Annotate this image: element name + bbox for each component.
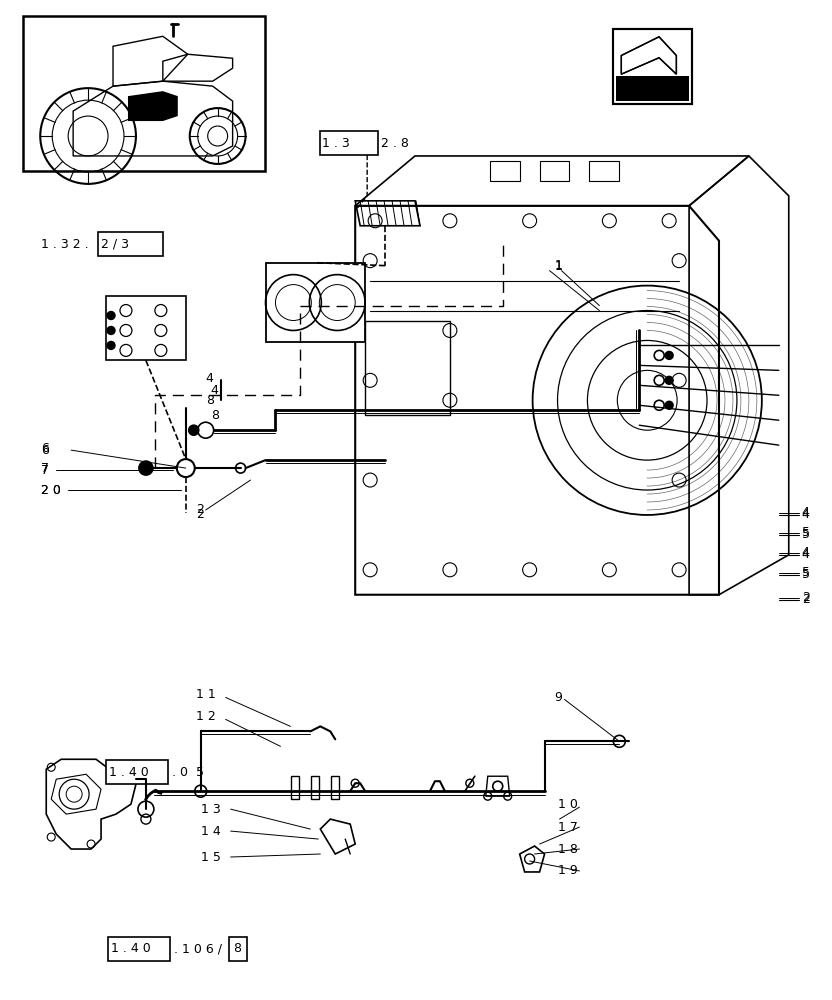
Text: 8: 8 — [206, 394, 214, 407]
Text: 1 . 3: 1 . 3 — [322, 137, 350, 150]
Text: 4: 4 — [802, 508, 810, 521]
Circle shape — [665, 351, 673, 359]
Text: 1 0: 1 0 — [557, 798, 577, 811]
Text: 2: 2 — [802, 593, 810, 606]
Bar — [229, 937, 246, 961]
Text: 1: 1 — [555, 260, 562, 273]
Text: 2: 2 — [196, 508, 204, 521]
Text: 1 . 4 0: 1 . 4 0 — [109, 766, 149, 779]
Text: 1 9: 1 9 — [557, 864, 577, 877]
Text: 1 2: 1 2 — [196, 710, 215, 723]
Text: . 1 0 6 /: . 1 0 6 / — [174, 942, 222, 955]
Bar — [320, 131, 378, 155]
Polygon shape — [128, 91, 178, 121]
Text: 5: 5 — [802, 568, 810, 581]
Bar — [490, 161, 520, 181]
Text: 2 . 8: 2 . 8 — [381, 137, 409, 150]
Text: 5: 5 — [196, 766, 204, 779]
Text: 2 / 3: 2 / 3 — [101, 237, 129, 250]
Text: 9: 9 — [555, 691, 562, 704]
Text: 5: 5 — [802, 528, 810, 541]
Bar — [589, 161, 619, 181]
Text: 1 5: 1 5 — [201, 851, 220, 864]
Text: 1: 1 — [555, 259, 562, 272]
Text: 4: 4 — [802, 506, 810, 519]
Polygon shape — [617, 76, 689, 101]
Text: 2 0: 2 0 — [42, 484, 61, 497]
Text: 1 . 3 2 .: 1 . 3 2 . — [42, 238, 89, 251]
Text: 4: 4 — [210, 384, 219, 397]
Circle shape — [107, 312, 115, 320]
Polygon shape — [622, 37, 676, 74]
Bar — [106, 296, 186, 360]
Circle shape — [107, 326, 115, 334]
Text: 5: 5 — [802, 526, 810, 539]
Bar — [265, 263, 365, 342]
Bar — [613, 29, 692, 104]
Text: 4: 4 — [802, 548, 810, 561]
Circle shape — [665, 401, 673, 409]
Text: . 0: . 0 — [172, 766, 188, 779]
Text: 7: 7 — [42, 462, 49, 475]
Circle shape — [665, 376, 673, 384]
Bar — [108, 937, 170, 961]
Text: 6: 6 — [42, 442, 49, 455]
Circle shape — [189, 425, 199, 435]
Text: 1 4: 1 4 — [201, 825, 220, 838]
Text: 2: 2 — [196, 503, 204, 516]
Bar — [23, 16, 265, 171]
Bar — [106, 760, 168, 784]
Text: 6: 6 — [42, 444, 49, 457]
Text: 5: 5 — [802, 566, 810, 579]
Text: 4: 4 — [206, 372, 214, 385]
Text: 1 8: 1 8 — [557, 843, 577, 856]
Bar — [613, 29, 692, 104]
Circle shape — [107, 341, 115, 349]
Bar — [98, 232, 163, 256]
Text: 8: 8 — [210, 409, 219, 422]
Text: 7: 7 — [42, 464, 49, 477]
Text: 4: 4 — [802, 546, 810, 559]
Bar — [540, 161, 569, 181]
Polygon shape — [622, 37, 676, 74]
Text: 2: 2 — [802, 591, 810, 604]
Text: 8: 8 — [234, 942, 241, 955]
Text: 1 3: 1 3 — [201, 803, 220, 816]
Bar — [365, 320, 450, 415]
Text: 1 . 4 0: 1 . 4 0 — [111, 942, 151, 955]
Circle shape — [139, 461, 153, 475]
Text: 2 0: 2 0 — [42, 484, 61, 497]
Text: 1 1: 1 1 — [196, 688, 215, 701]
Text: 1 7: 1 7 — [557, 821, 577, 834]
